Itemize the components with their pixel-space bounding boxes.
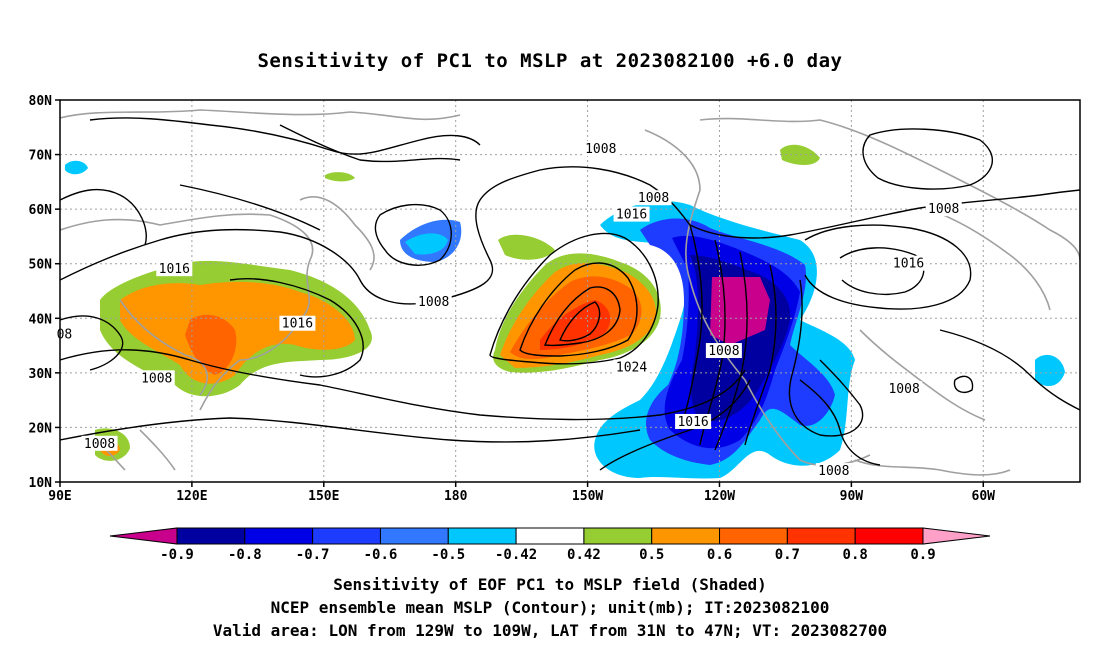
colorbar-label: -0.5 [431,547,465,563]
contour-label: 1016 [893,257,924,272]
lon-label: 180 [444,489,468,504]
lon-label: 90E [48,489,71,504]
colorbar-box [854,527,924,545]
colorbar-box [447,527,517,545]
colorbar-label: 0.5 [639,547,664,563]
lat-label: 40N [29,312,53,327]
mslp-contours [60,117,1080,471]
contour-label: 1016 [282,317,313,332]
lat-label: 70N [29,149,53,164]
colorbar: -0.9 -0.8 -0.7 -0.6 -0.5 -0.42 0.42 0.5 0.6 0.7 0.… [109,527,991,563]
contour-label: 1008 [928,202,959,217]
contour-label-bg [886,381,923,397]
contour-label-bg [156,261,193,277]
colorbar-box [176,527,246,545]
contour-label: 1008 [818,464,849,479]
contour-label: 1008 [888,382,919,397]
colorbar-label: -0.8 [228,547,262,563]
colorbar-label: -0.7 [296,547,330,563]
colorbar-label: -0.6 [364,547,398,563]
colorbar-label: 0.9 [910,547,935,563]
shading-red-pacific [540,300,611,350]
plot-frame [59,99,1081,483]
colorbar-label: 0.7 [775,547,800,563]
colorbar-box [786,527,856,545]
lon-label: 120W [704,489,735,504]
contour-label-bg [138,370,175,386]
colorbar-label: 0.42 [567,547,601,563]
contour-label-bg [415,293,452,309]
lat-label: 10N [29,476,53,491]
shading-cyan-nw [65,160,88,175]
caption-contour: NCEP ensemble mean MSLP (Contour); unit(… [270,598,830,617]
contour-label-bg [705,343,742,359]
coastlines [60,109,1080,476]
contour-label-bg [81,435,118,451]
lat-label: 50N [29,258,53,273]
contour-label-bg [815,463,852,479]
map-title: Sensitivity of PC1 to MSLP at 2023082100… [257,50,843,72]
contour-labels: 1008 1008 1016 1008 1016 1016 1008 1016 08 1024 10… [54,141,962,479]
contour-label: 1016 [616,208,647,223]
contour-label-bg [635,190,672,206]
lon-label: 150W [572,489,603,504]
shading-orange-asia [120,281,355,384]
colorbar-box [583,527,653,545]
shading-green-small [325,172,355,182]
contour-label-bg [582,141,619,157]
colorbar-left-extend [109,527,178,545]
lat-label: 20N [29,421,53,436]
contour-label-bg [613,359,650,375]
lon-label: 150E [308,489,339,504]
contour-label-bg [925,201,962,217]
contour-label: 1008 [585,142,616,157]
contour-label-bg [613,206,650,222]
contour-label: 1008 [708,344,739,359]
contour-label: 1016 [159,262,190,277]
colorbar-box [515,527,585,545]
contour-label: 1008 [418,295,449,310]
contour-label: 08 [57,328,73,343]
contour-label: 1016 [677,415,708,430]
contour-label: 1008 [84,437,115,452]
colorbar-box [651,527,721,545]
shading-cyan-atlantic [1035,354,1065,387]
colorbar-right-extend [922,527,991,545]
caption-valid-area: Valid area: LON from 129W to 109W, LAT f… [212,621,888,640]
lon-label: 120E [176,489,207,504]
colorbar-box [379,527,449,545]
colorbar-label: -0.9 [160,547,194,563]
contour-label-bg [279,315,316,331]
colorbar-box [244,527,314,545]
colorbar-label: -0.42 [495,547,537,563]
contour-label: 1008 [638,191,669,206]
shaded-sensitivity [65,144,1065,479]
lat-label: 80N [29,94,53,109]
lon-label: 90W [840,489,864,504]
contour-label: 1024 [616,360,647,375]
colorbar-box [312,527,381,545]
contour-label-bg [675,413,712,429]
shading-green-pacific-north [498,234,555,260]
lat-label: 60N [29,203,53,218]
contour-label-bg [890,255,927,271]
lat-label: 30N [29,367,53,382]
colorbar-label: 0.6 [707,547,732,563]
shading-cyan-aleutian-inner [405,233,448,255]
colorbar-box [719,527,788,545]
caption-shaded: Sensitivity of EOF PC1 to MSLP field (Sh… [333,575,767,594]
lon-label: 60W [972,489,996,504]
colorbar-label: 0.8 [843,547,868,563]
contour-label: 1008 [141,371,172,386]
